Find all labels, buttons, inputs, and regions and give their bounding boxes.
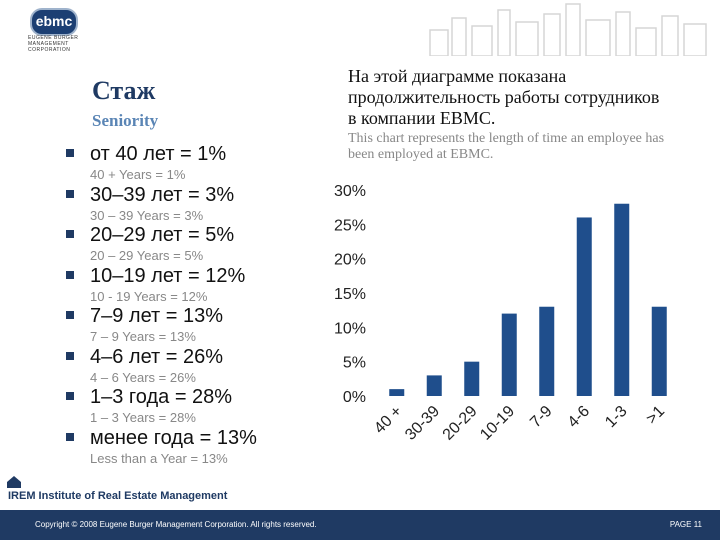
seniority-bullet-list: от 40 лет = 1% 40 + Years = 1% 30–39 лет … bbox=[64, 143, 324, 467]
bullet-icon bbox=[66, 189, 74, 198]
ebmc-logo-text: ebmc bbox=[35, 13, 73, 29]
logo-subtitle-line: EUGENE BURGER bbox=[28, 35, 79, 41]
bar bbox=[389, 389, 405, 396]
irem-house-icon bbox=[7, 476, 21, 488]
bullet-icon bbox=[66, 149, 74, 157]
page-subtitle: Seniority bbox=[92, 111, 159, 130]
bullet-icon bbox=[66, 230, 74, 238]
bullet-sub: 1 – 3 Years = 28% bbox=[90, 410, 196, 425]
bar bbox=[464, 361, 480, 396]
list-item: 7–9 лет = 13% 7 – 9 Years = 13% bbox=[64, 305, 324, 346]
city-skyline-graphic bbox=[429, 3, 707, 56]
footer-copyright: Copyright © 2008 Eugene Burger Managemen… bbox=[35, 520, 317, 529]
bar bbox=[651, 306, 667, 396]
y-tick-label: 15% bbox=[334, 286, 366, 303]
bar bbox=[576, 217, 592, 396]
bullet-sub: 20 – 29 Years = 5% bbox=[90, 248, 204, 263]
bullet-sub: Less than a Year = 13% bbox=[90, 450, 228, 466]
y-tick-label: 5% bbox=[343, 355, 366, 372]
ebmc-logo: ebmc bbox=[30, 8, 78, 36]
bullet-icon bbox=[66, 351, 74, 360]
x-tick-label: 1-3 bbox=[602, 403, 630, 431]
x-tick-label: 30-39 bbox=[402, 403, 443, 444]
bullet-sub: 10 - 19 Years = 12% bbox=[90, 288, 208, 304]
bullet-main: от 40 лет = 1% bbox=[90, 143, 227, 165]
bullet-icon bbox=[66, 432, 74, 441]
bar bbox=[539, 306, 555, 396]
y-tick-label: 0% bbox=[343, 389, 366, 406]
bullet-sub: 40 + Years = 1% bbox=[90, 167, 186, 182]
list-item: 4–6 лет = 26% 4 – 6 Years = 26% bbox=[64, 346, 324, 387]
bullet-icon bbox=[66, 392, 74, 400]
list-item: 10–19 лет = 12% 10 - 19 Years = 12% bbox=[64, 265, 324, 306]
chart-description-en: This chart represents the length of time… bbox=[348, 131, 665, 162]
page-number: PAGE 11 bbox=[669, 520, 702, 529]
x-tick-label: 7-9 bbox=[527, 403, 555, 431]
y-tick-label: 10% bbox=[334, 320, 366, 337]
footer-bar: Copyright © 2008 Eugene Burger Managemen… bbox=[0, 510, 720, 540]
logo-subtitle-line: CORPORATION bbox=[28, 47, 71, 53]
list-item: менее года = 13% Less than a Year = 13% bbox=[64, 427, 324, 468]
x-tick-label: 40 + bbox=[371, 403, 405, 437]
list-item: от 40 лет = 1% 40 + Years = 1% bbox=[64, 143, 324, 184]
chart-description-ru: На этой диаграмме показана продолжительн… bbox=[348, 66, 660, 128]
list-item: 1–3 года = 28% 1 – 3 Years = 28% bbox=[64, 386, 324, 427]
bullet-sub: 30 – 39 Years = 3% bbox=[90, 207, 204, 223]
y-tick-label: 25% bbox=[334, 217, 366, 234]
bar bbox=[614, 203, 630, 396]
x-tick-label: 10-19 bbox=[477, 403, 518, 444]
bullet-main: менее года = 13% bbox=[90, 426, 257, 449]
bullet-icon bbox=[66, 270, 74, 279]
bullet-sub: 7 – 9 Years = 13% bbox=[90, 329, 196, 344]
page-title: Стаж bbox=[92, 76, 156, 105]
y-tick-label: 20% bbox=[334, 252, 366, 269]
list-item: 20–29 лет = 5% 20 – 29 Years = 5% bbox=[64, 224, 324, 265]
logo-subtitle: EUGENE BURGER MANAGEMENT CORPORATION bbox=[28, 35, 78, 53]
irem-label: IREM Institute of Real Estate Management bbox=[8, 490, 228, 502]
x-tick-label: 4-6 bbox=[565, 403, 593, 431]
bar bbox=[501, 313, 517, 396]
bullet-main: 4–6 лет = 26% bbox=[90, 345, 224, 368]
list-item: 30–39 лет = 3% 30 – 39 Years = 3% bbox=[64, 184, 324, 225]
x-tick-label: >1 bbox=[643, 403, 668, 428]
bullet-main: 7–9 лет = 13% bbox=[90, 305, 224, 327]
logo-subtitle-line: MANAGEMENT bbox=[28, 41, 69, 47]
bullet-main: 1–3 года = 28% bbox=[90, 386, 233, 408]
y-tick-label: 30% bbox=[334, 183, 366, 200]
bullet-sub: 4 – 6 Years = 26% bbox=[90, 369, 196, 385]
bullet-icon bbox=[66, 311, 74, 319]
bar bbox=[426, 375, 442, 396]
bullet-main: 30–39 лет = 3% bbox=[90, 183, 235, 206]
bullet-main: 20–29 лет = 5% bbox=[90, 224, 235, 246]
x-tick-label: 20-29 bbox=[440, 403, 481, 444]
bullet-main: 10–19 лет = 12% bbox=[90, 264, 246, 287]
